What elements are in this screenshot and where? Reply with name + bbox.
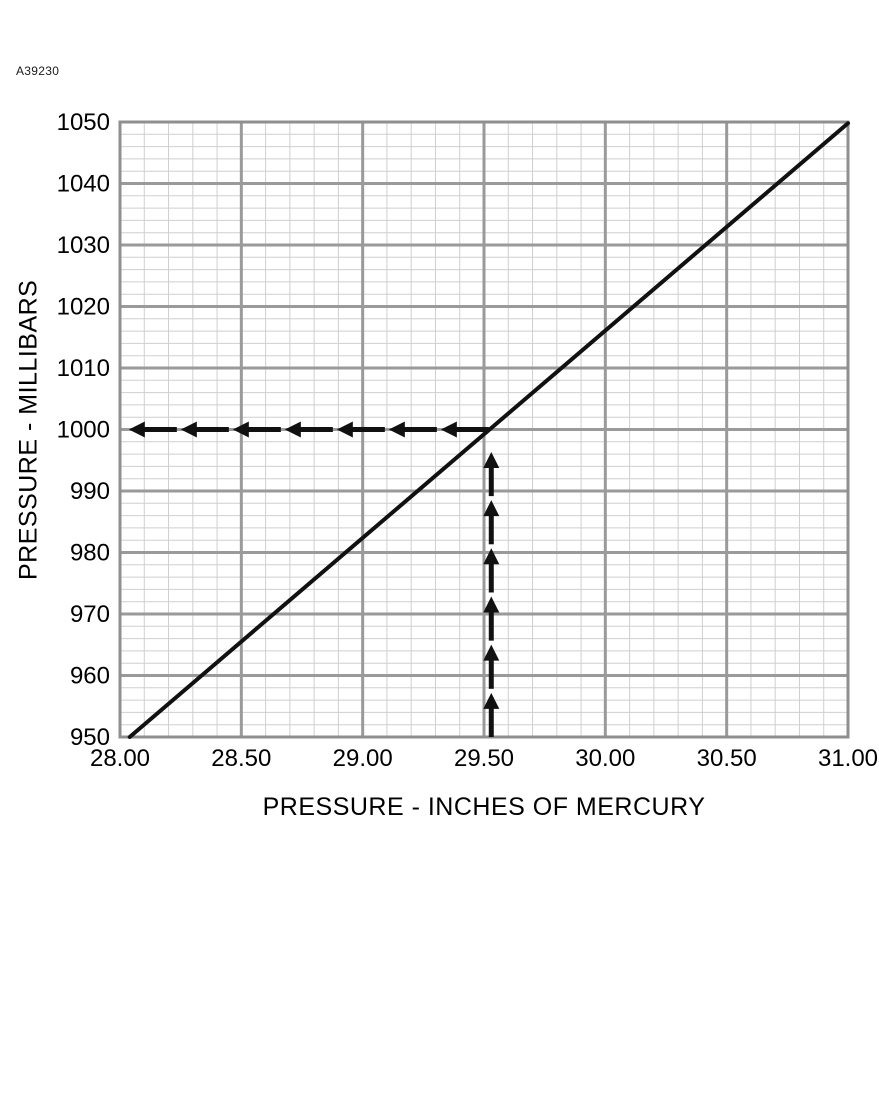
left-arrow-head — [336, 421, 353, 438]
conversion-chart: 950 960 970 980 990 1000 1010 1020 1030 1040 1050 2… — [57, 109, 878, 772]
left-arrow-head — [128, 421, 145, 438]
x-axis-title: PRESSURE - INCHES OF MERCURY — [262, 793, 706, 821]
up-arrow-head — [483, 692, 500, 709]
x-tick-label: 30.50 — [697, 745, 757, 772]
y-tick-label: 1000 — [57, 417, 110, 444]
up-arrow-head — [483, 644, 500, 661]
left-arrow-head — [232, 421, 249, 438]
x-tick-label: 28.50 — [211, 745, 271, 772]
y-tick-label: 980 — [70, 540, 110, 567]
y-tick-label: 970 — [70, 601, 110, 628]
left-arrow-head — [180, 421, 197, 438]
left-arrow-head — [440, 421, 457, 438]
x-tick-label: 29.50 — [454, 745, 514, 772]
left-arrow-head — [388, 421, 405, 438]
x-tick-label: 29.00 — [333, 745, 393, 772]
up-arrow-head — [483, 548, 500, 565]
up-arrow-head — [483, 596, 500, 613]
figure-label: A39230 — [16, 64, 60, 78]
y-tick-label: 1040 — [57, 171, 110, 198]
x-tick-label: 28.00 — [90, 745, 150, 772]
y-tick-label: 950 — [70, 724, 110, 751]
y-tick-label: 960 — [70, 663, 110, 690]
x-tick-label: 30.00 — [575, 745, 635, 772]
y-tick-label: 1020 — [57, 294, 110, 321]
left-arrow-head — [284, 421, 301, 438]
plot-border — [118, 120, 850, 739]
y-tick-label: 1010 — [57, 355, 110, 382]
x-tick-label: 31.00 — [818, 745, 878, 772]
y-tick-label: 1050 — [57, 109, 110, 136]
up-arrow-head — [483, 500, 500, 517]
up-arrow-head — [483, 451, 500, 468]
y-tick-label: 1030 — [57, 232, 110, 259]
y-tick-label: 990 — [70, 478, 110, 505]
